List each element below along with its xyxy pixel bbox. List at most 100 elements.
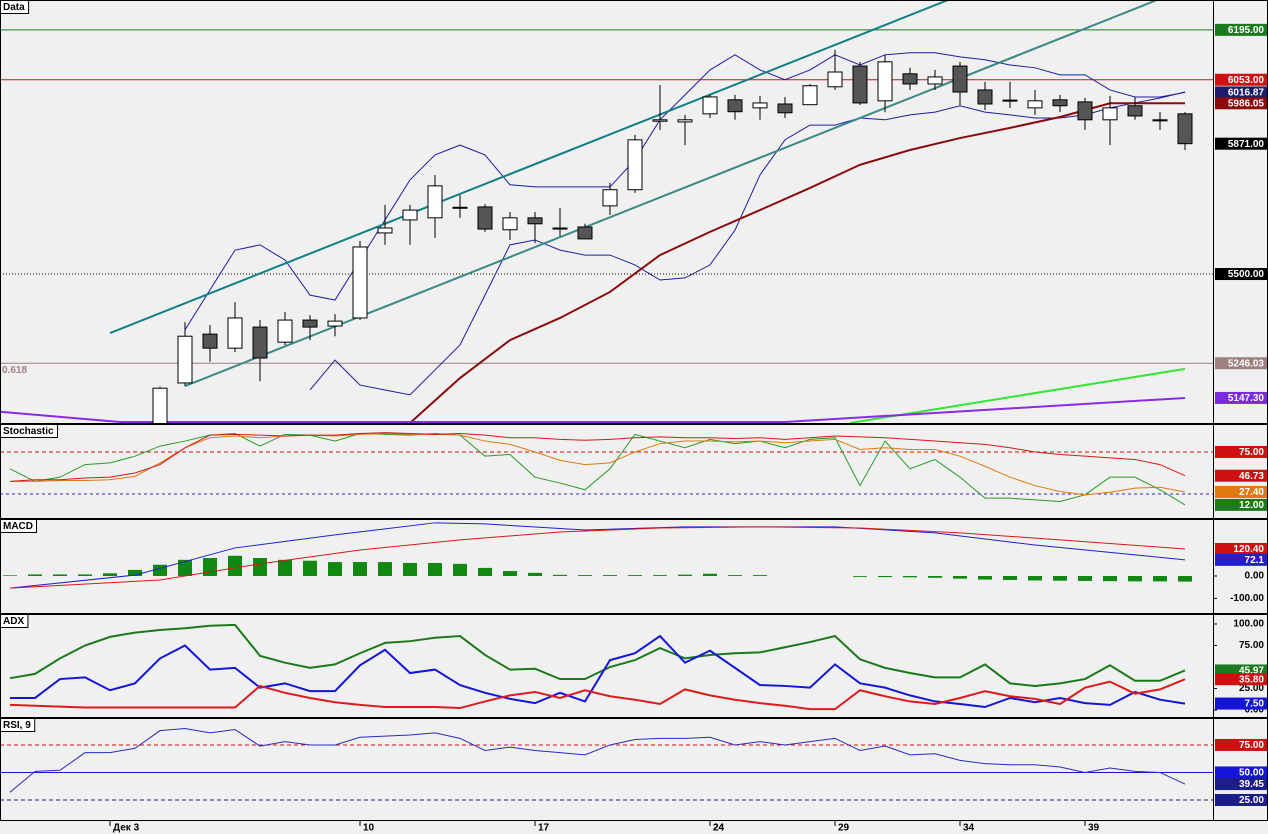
histogram-bar [653, 575, 667, 576]
value-label: 72.1 [1245, 555, 1265, 566]
candle-body [327, 320, 343, 327]
candle-body [1002, 99, 1018, 102]
value-label: 50.00 [1239, 768, 1264, 779]
line-series [184, 52, 1186, 331]
histogram-bar [353, 562, 367, 576]
value-label-box [1215, 498, 1267, 511]
candle-body [652, 119, 668, 122]
histogram-bar [453, 563, 467, 576]
candle-body [152, 387, 168, 423]
value-label: 35.80 [1239, 674, 1264, 685]
histogram-bar [853, 575, 867, 577]
value-label-box [1215, 778, 1267, 791]
value-label: 5986.05 [1228, 98, 1265, 109]
value-label: 25.00 [1239, 795, 1264, 806]
histogram-bar [303, 560, 317, 576]
value-label: 12.00 [1239, 500, 1264, 511]
value-label-box [1215, 673, 1267, 686]
line-series [10, 634, 1186, 709]
candle-body [1027, 100, 1043, 109]
panel-title-box [0, 614, 29, 628]
candle-body [477, 206, 493, 230]
candle-body [927, 76, 943, 85]
histogram-bar [78, 574, 92, 576]
x-tick-label: 29 [838, 823, 850, 834]
candle-body [402, 209, 418, 221]
histogram-bar [153, 564, 167, 576]
candle-body [577, 226, 593, 240]
line-series [9, 526, 1186, 589]
histogram-bar [178, 559, 192, 576]
histogram-bar [228, 555, 242, 576]
histogram-bar [1103, 575, 1117, 582]
panel-title-box [0, 519, 37, 533]
histogram-bar [928, 575, 942, 578]
candle-body [302, 319, 318, 328]
value-label-box [1215, 86, 1267, 99]
candle-body [627, 139, 643, 191]
candle-body [277, 319, 293, 343]
histogram-bar [903, 575, 917, 578]
value-label-box [1215, 445, 1267, 458]
histogram-bar [1178, 575, 1192, 582]
candle-body [827, 71, 843, 88]
panel-title: RSI, 9 [3, 720, 31, 731]
candle-body [677, 119, 693, 123]
histogram-bar [978, 575, 992, 580]
line-series [109, 0, 949, 334]
value-label: 75.00 [1239, 740, 1264, 751]
histogram-bar [528, 572, 542, 576]
line-series [409, 102, 1185, 423]
line-series [9, 623, 1186, 687]
candle-body [252, 326, 268, 359]
value-label-box [1215, 268, 1267, 281]
y-tick-label: 0.00 [1245, 705, 1265, 716]
candle-body [1052, 99, 1068, 107]
value-label-box [1215, 553, 1267, 566]
value-label: 75.00 [1239, 447, 1264, 458]
value-label: 46.73 [1239, 471, 1264, 482]
candle-body [452, 206, 468, 209]
value-label: 39.45 [1239, 779, 1264, 790]
value-label: 7.50 [1245, 699, 1265, 710]
panel [0, 727, 1213, 801]
value-label-box [1215, 357, 1267, 370]
histogram-bar [503, 571, 517, 576]
value-label: 27.40 [1239, 487, 1264, 498]
level-note: 0.618 [2, 365, 27, 376]
histogram-bar [1003, 575, 1017, 581]
candle-body [902, 73, 918, 85]
candle-body [502, 217, 518, 231]
candle-body [1077, 101, 1093, 121]
histogram-bar [1053, 575, 1067, 581]
candle-body [702, 96, 718, 115]
histogram-bar [128, 569, 142, 576]
histogram-bar [328, 562, 342, 576]
x-tick-label: 24 [713, 823, 725, 834]
value-label: 5500.00 [1228, 269, 1265, 280]
value-label: 5147.30 [1228, 393, 1265, 404]
value-label: 5246.03 [1228, 358, 1265, 369]
x-tick-label: 17 [538, 823, 550, 834]
value-label: 120.40 [1233, 544, 1264, 555]
histogram-bar [103, 573, 117, 576]
value-label-box [1215, 391, 1267, 404]
y-tick-label: 0.00 [1245, 571, 1265, 582]
histogram-bar [678, 574, 692, 576]
panel-title: Data [3, 2, 25, 13]
panel-title: Stochastic [3, 426, 54, 437]
panel [0, 0, 1213, 423]
value-label-box [1215, 485, 1267, 498]
panel-title: ADX [3, 616, 24, 627]
value-label-box [1215, 469, 1267, 482]
value-label-box [1215, 73, 1267, 86]
value-label: 5871.00 [1228, 139, 1265, 150]
histogram-bar [628, 575, 642, 576]
candle-body [552, 227, 568, 230]
line-series [9, 727, 1186, 793]
line-series [9, 432, 1186, 482]
histogram-bar [1078, 575, 1092, 581]
line-series [309, 91, 1186, 396]
candle-body [177, 335, 193, 384]
